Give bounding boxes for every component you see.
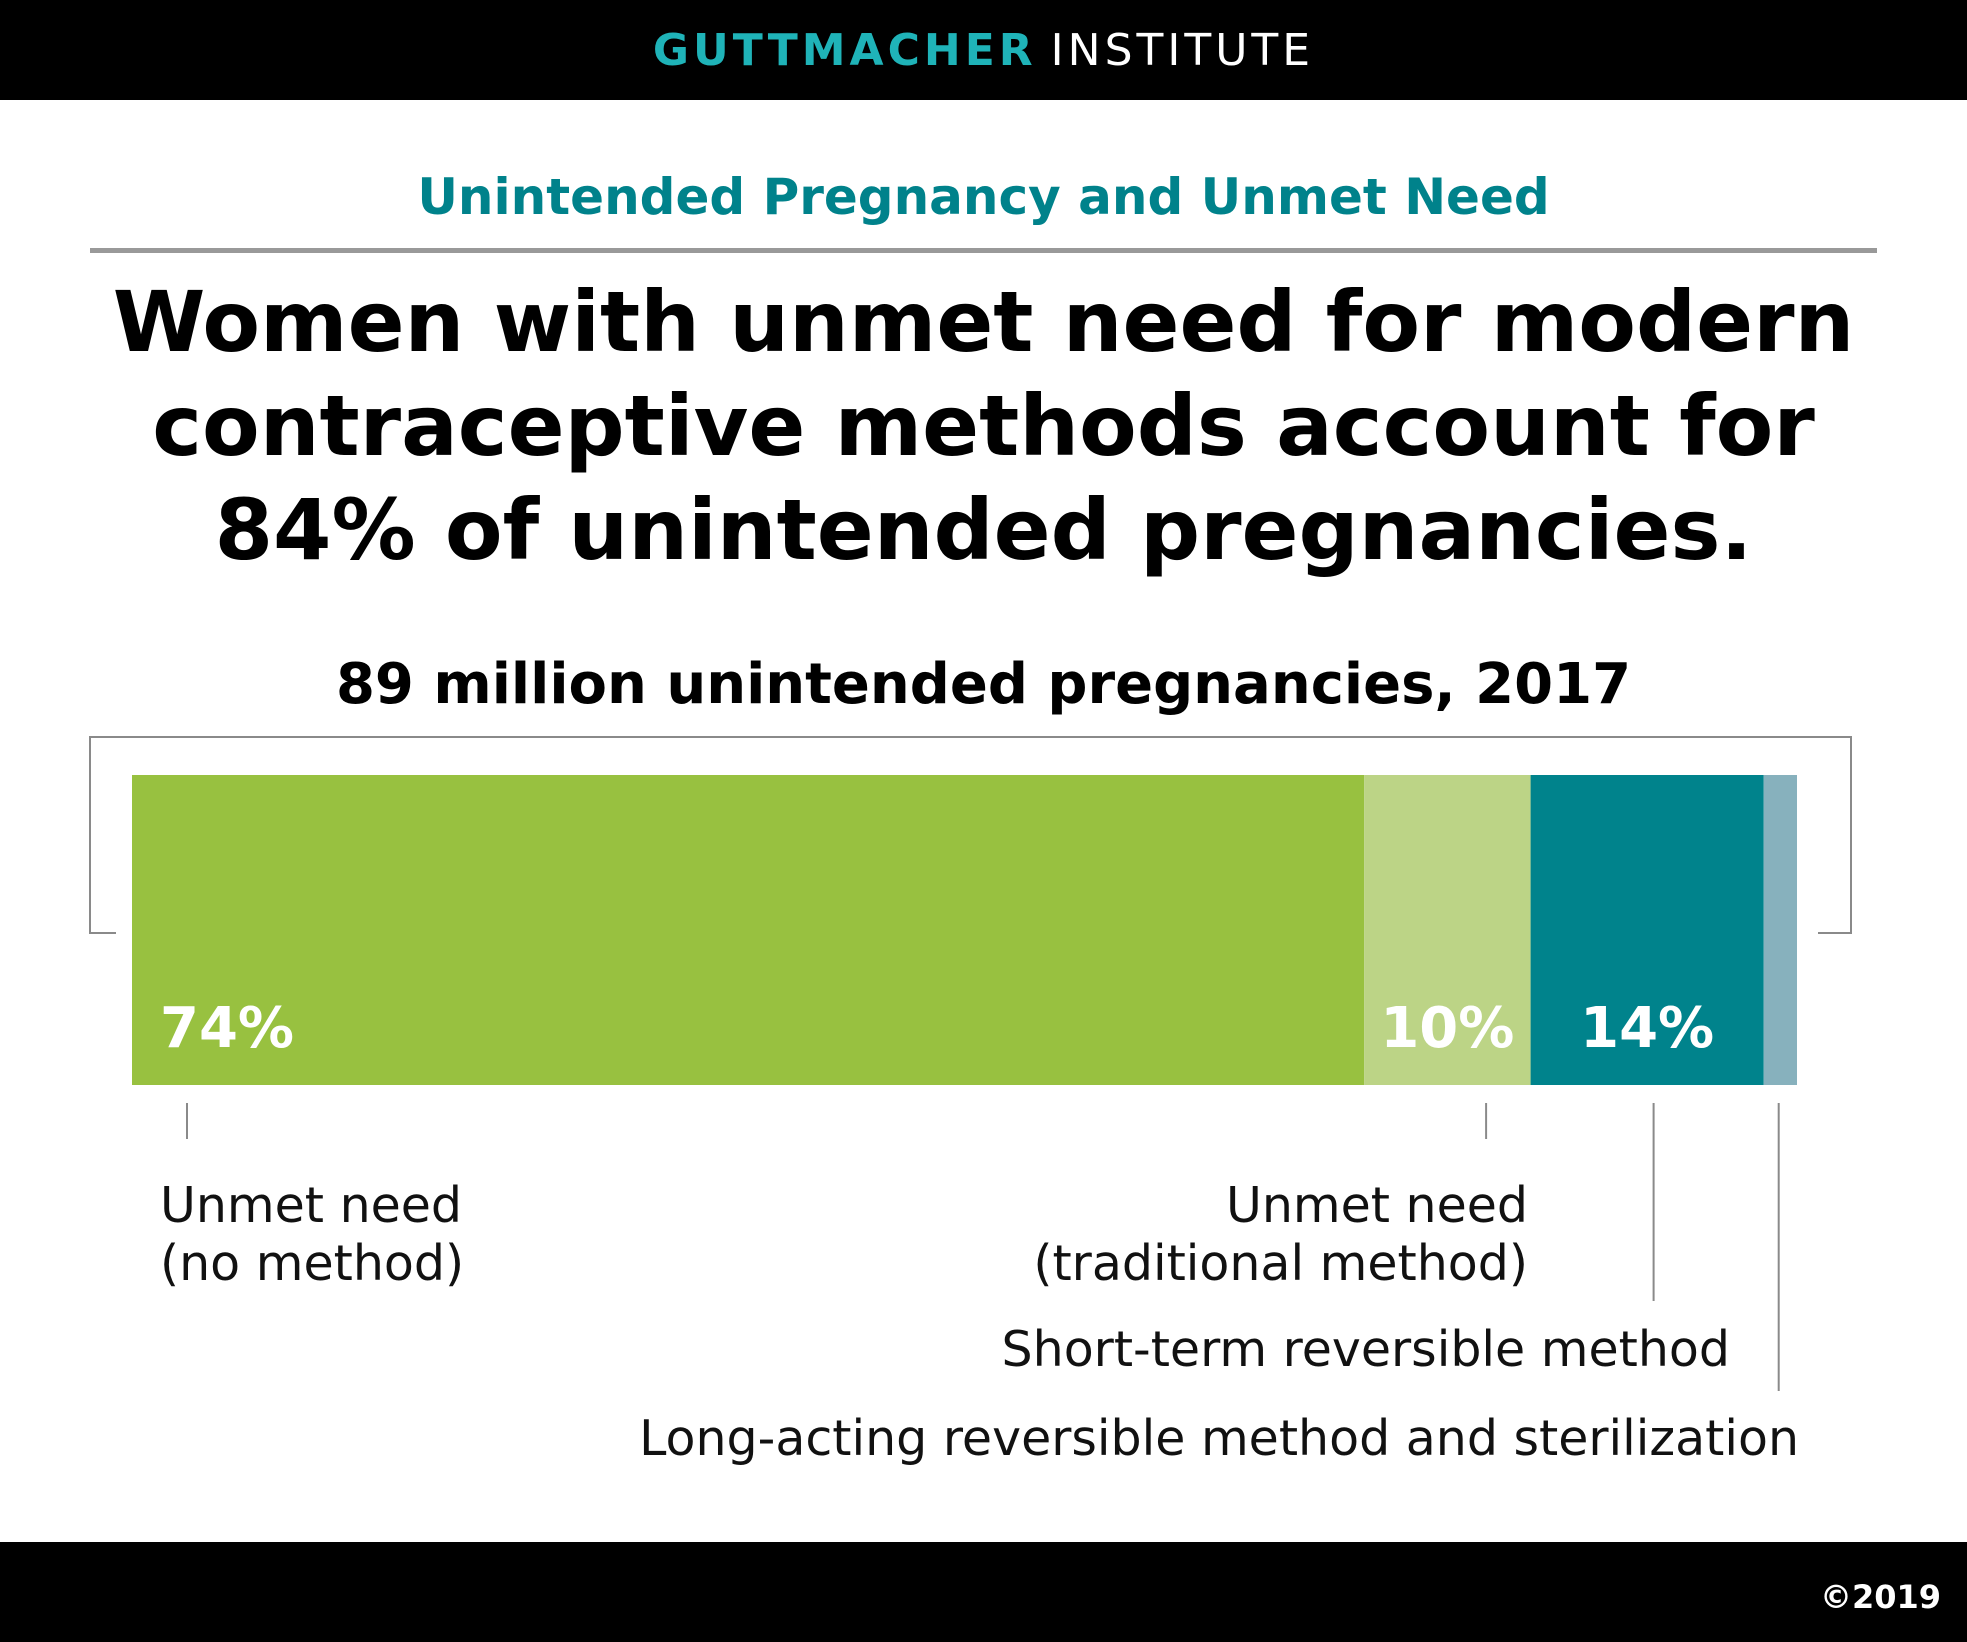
headline-line-3: 84% of unintended pregnancies. — [214, 481, 1753, 579]
bar-segment-1 — [132, 775, 1365, 1085]
brand-name-secondary: INSTITUTE — [1050, 24, 1315, 76]
chart-bracket — [89, 736, 1852, 934]
bar-segment-2 — [1364, 775, 1531, 1085]
copyright-text: ©2019 — [1819, 1578, 1941, 1616]
stacked-bar-chart: 74% 10% 14%Unmet need(no method)Unmet need… — [89, 736, 1852, 1467]
headline-line-2: contraceptive methods account for — [152, 377, 1815, 475]
footer-bar: ©2019 — [0, 1542, 1967, 1642]
category-label-4-line-1: Long-acting reversible method and steril… — [639, 1410, 1799, 1467]
brand-header-bar: GUTTMACHER INSTITUTE — [0, 0, 1967, 100]
headline: Women with unmet need for modern contrac… — [60, 270, 1907, 582]
value-label-1: 74% — [160, 996, 294, 1061]
category-label-2-line-1: Unmet need — [1226, 1177, 1528, 1234]
value-label-2: 10% — [1380, 996, 1514, 1061]
kicker-divider — [90, 248, 1877, 253]
category-label-3-line-1: Short-term reversible method — [1002, 1321, 1730, 1378]
bar-segment-4 — [1763, 775, 1797, 1085]
section-kicker: Unintended Pregnancy and Unmet Need — [417, 168, 1550, 226]
category-label-1-line-2: (no method) — [160, 1235, 464, 1292]
category-label-2-line-2: (traditional method) — [1033, 1235, 1528, 1292]
bar-segment-3 — [1530, 775, 1764, 1085]
category-label-1-line-1: Unmet need — [160, 1177, 462, 1234]
value-label-3: 14% — [1580, 996, 1714, 1061]
brand-name-primary: GUTTMACHER — [652, 24, 1037, 76]
chart-title: 89 million unintended pregnancies, 2017 — [335, 652, 1632, 717]
headline-line-1: Women with unmet need for modern — [112, 273, 1855, 371]
